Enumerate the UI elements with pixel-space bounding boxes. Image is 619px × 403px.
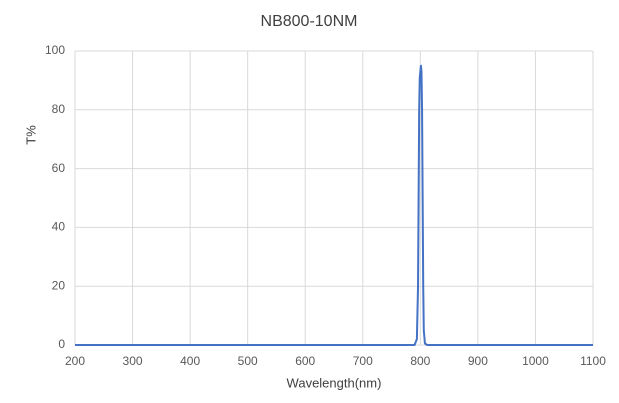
y-tick-label: 0 [58, 337, 65, 351]
y-tick-label: 100 [45, 43, 65, 57]
x-tick-label: 1000 [522, 354, 549, 368]
y-axis-label: T% [23, 125, 38, 145]
x-tick-label: 500 [238, 354, 258, 368]
x-tick-label: 700 [353, 354, 373, 368]
x-tick-label: 600 [295, 354, 315, 368]
y-tick-label: 40 [52, 220, 66, 234]
x-tick-label: 800 [410, 354, 430, 368]
chart-title: NB800-10NM [261, 13, 358, 30]
y-tick-label: 60 [52, 161, 66, 175]
x-tick-label: 400 [180, 354, 200, 368]
x-tick-label: 300 [123, 354, 143, 368]
x-axis-label: Wavelength(nm) [287, 375, 382, 390]
x-tick-label: 1100 [580, 354, 606, 368]
y-tick-label: 80 [52, 102, 66, 116]
x-tick-label: 200 [65, 354, 85, 368]
x-tick-label: 900 [468, 354, 488, 368]
y-tick-label: 20 [52, 278, 66, 292]
data-line [75, 64, 593, 346]
